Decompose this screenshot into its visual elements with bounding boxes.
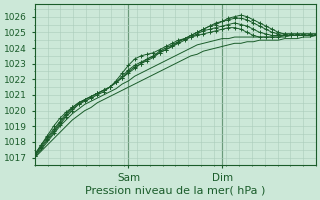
X-axis label: Pression niveau de la mer( hPa ): Pression niveau de la mer( hPa ) [85,186,266,196]
